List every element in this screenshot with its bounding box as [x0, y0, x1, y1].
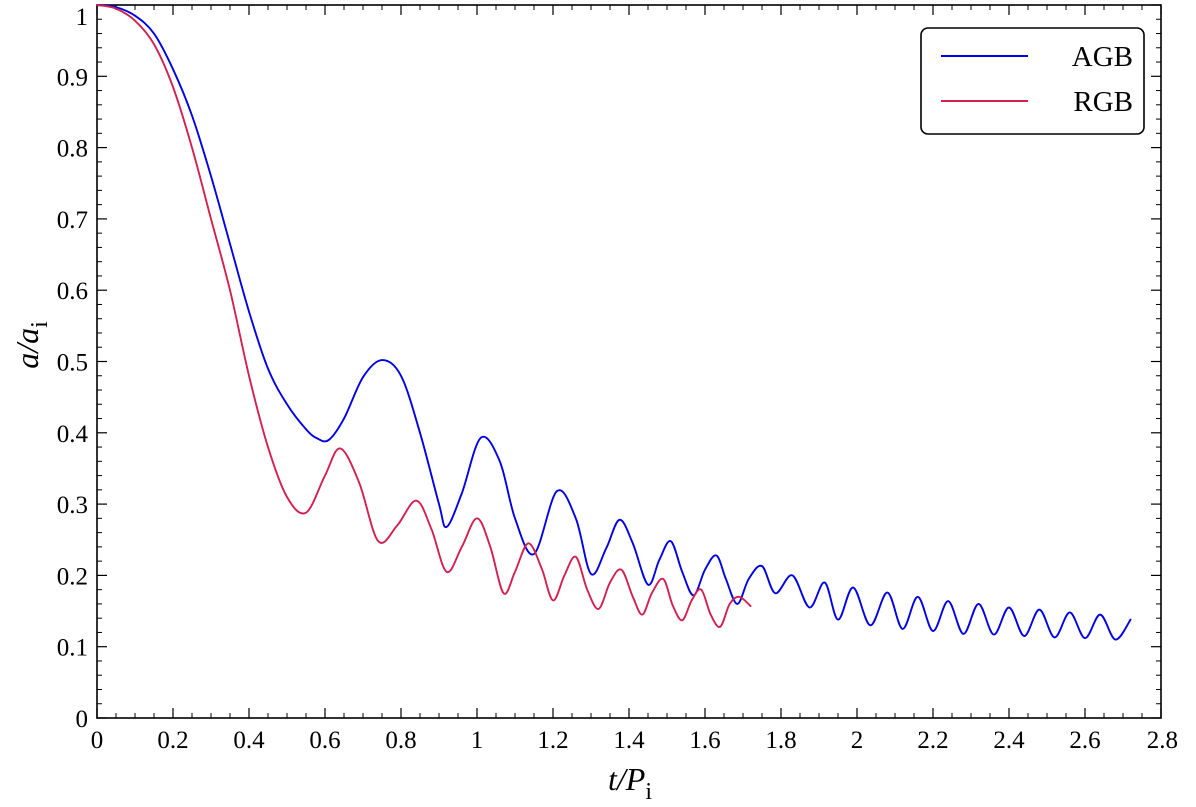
- x-tick-label: 2.4: [993, 727, 1025, 754]
- ticks: 0 0.2 0.4 0.6 0.8 1 1.2 1.4 1.6 1.8 2 2.2 2.4 2.6 2.8 0…: [57, 4, 1178, 754]
- legend-box: [920, 27, 1145, 135]
- x-tick-label: 0.4: [233, 727, 265, 754]
- y-tick-label: 0.3: [57, 492, 88, 519]
- legend-label-rgb: RGB: [1073, 86, 1133, 118]
- x-tick-label: 2: [851, 727, 864, 754]
- series-line-rgb: [96, 4, 752, 628]
- y-tick-label: 0.8: [57, 136, 88, 163]
- y-axis-label: a/ai: [9, 321, 53, 369]
- y-tick-label: 0.2: [57, 563, 88, 590]
- y-tick-label: 0.4: [57, 421, 89, 448]
- x-tick-label: 1.8: [765, 727, 796, 754]
- x-axis-label-sub: i: [645, 779, 652, 805]
- y-tick-label: 0.7: [57, 207, 88, 234]
- legend: AGB RGB: [920, 27, 1145, 135]
- series-line-agb: [96, 4, 1132, 641]
- x-tick-label: 1: [471, 727, 484, 754]
- x-tick-label: 0.6: [309, 727, 340, 754]
- x-tick-label: 0.8: [385, 727, 416, 754]
- x-tick-label: 2.6: [1069, 727, 1100, 754]
- x-tick-label: 1.2: [537, 727, 568, 754]
- x-tick-label: 0: [91, 727, 104, 754]
- y-tick-label: 0.6: [57, 278, 88, 305]
- series-layer: [96, 4, 1132, 641]
- y-tick-label: 0: [76, 706, 89, 733]
- x-tick-label: 2.2: [917, 727, 948, 754]
- y-tick-label: 1: [76, 4, 89, 31]
- x-tick-label: 2.8: [1147, 727, 1178, 754]
- x-tick-label: 0.2: [157, 727, 188, 754]
- x-axis-label-var: t/P: [608, 761, 645, 797]
- legend-label-agb: AGB: [1072, 41, 1133, 73]
- y-tick-label: 0.1: [57, 635, 88, 662]
- x-tick-label: 1.6: [689, 727, 720, 754]
- x-axis-label: t/Pi: [608, 761, 652, 805]
- x-tick-label: 1.4: [613, 727, 645, 754]
- y-tick-label: 0.5: [57, 350, 88, 377]
- y-tick-label: 0.9: [57, 64, 88, 91]
- y-axis-label-sub: i: [27, 321, 53, 328]
- y-axis-label-var: a/a: [9, 328, 45, 369]
